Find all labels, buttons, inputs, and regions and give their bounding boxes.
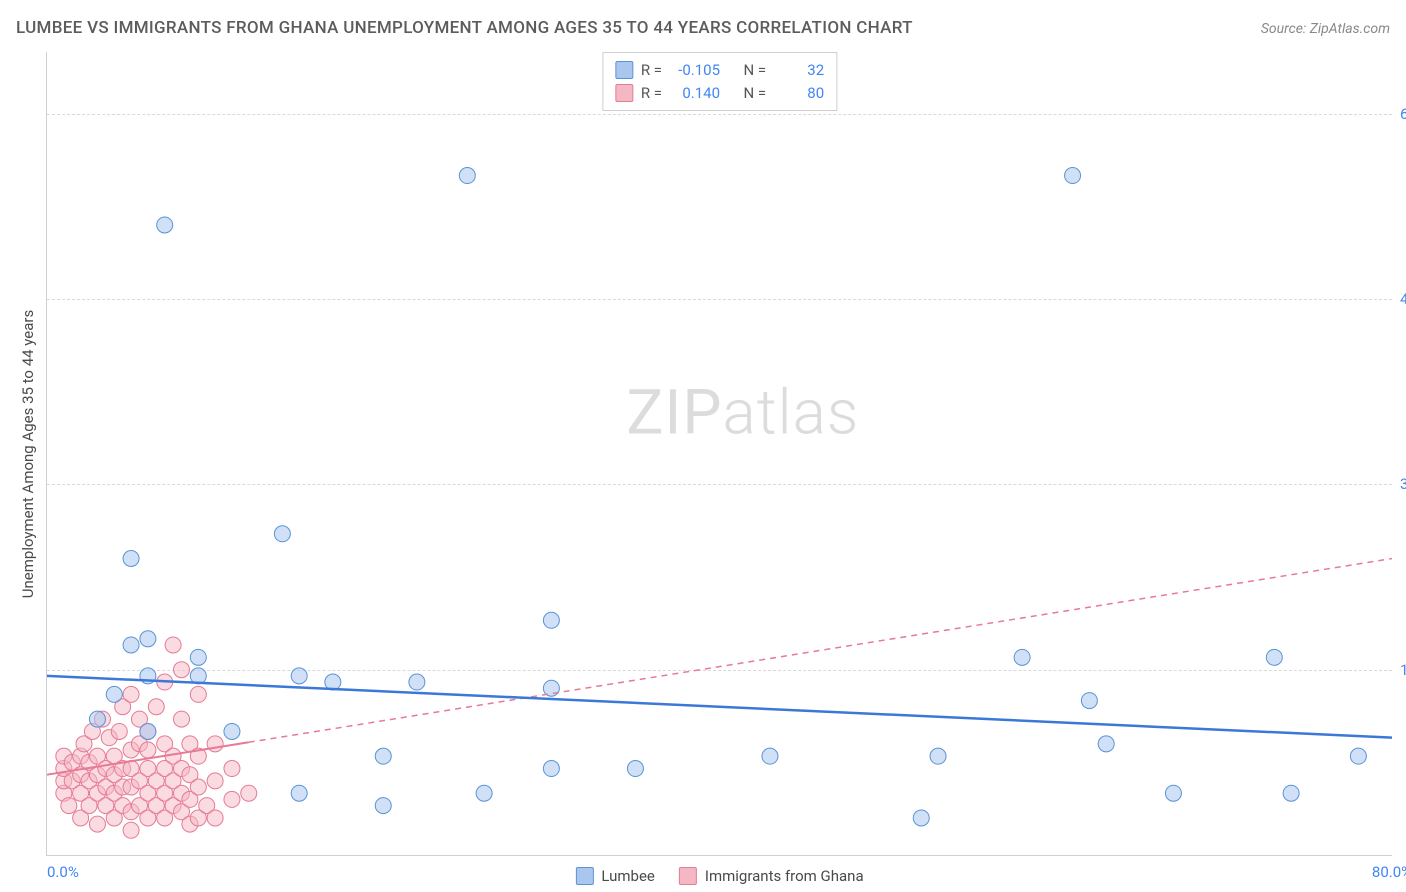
- data-point: [174, 662, 190, 678]
- n-value-ghana: 80: [774, 82, 824, 105]
- data-point: [148, 699, 164, 715]
- data-point: [123, 551, 139, 567]
- scatter-svg: [47, 52, 1392, 855]
- data-point: [930, 748, 946, 764]
- n-label: N =: [744, 59, 767, 82]
- r-label-2: R =: [641, 82, 662, 105]
- plot-area: ZIPatlas 15.0%30.0%45.0%60.0% 0.0% 80.0%…: [46, 52, 1392, 856]
- data-point: [913, 810, 929, 826]
- data-point: [123, 686, 139, 702]
- y-tick-label: 30.0%: [1400, 475, 1406, 493]
- data-point: [375, 748, 391, 764]
- data-point: [375, 798, 391, 814]
- data-point: [106, 686, 122, 702]
- data-point: [1014, 649, 1030, 665]
- data-point: [111, 723, 127, 739]
- data-point: [190, 649, 206, 665]
- stats-legend: R = -0.105 N = 32 R = 0.140 N = 80: [602, 52, 837, 111]
- y-tick-label: 15.0%: [1400, 661, 1406, 679]
- data-point: [762, 748, 778, 764]
- data-point: [459, 168, 475, 184]
- data-point: [89, 711, 105, 727]
- data-point: [190, 779, 206, 795]
- data-point: [165, 637, 181, 653]
- chart-title: LUMBEE VS IMMIGRANTS FROM GHANA UNEMPLOY…: [16, 18, 913, 38]
- data-point: [1350, 748, 1366, 764]
- x-tick-origin: 0.0%: [47, 863, 79, 881]
- y-axis-label: Unemployment Among Ages 35 to 44 years: [19, 310, 37, 598]
- r-value-ghana: 0.140: [670, 82, 720, 105]
- data-point: [1065, 168, 1081, 184]
- series-legend: Lumbee Immigrants from Ghana: [575, 867, 863, 885]
- swatch-ghana-2: [679, 867, 697, 885]
- legend-label-lumbee: Lumbee: [601, 867, 655, 885]
- data-point: [291, 668, 307, 684]
- legend-item-ghana: Immigrants from Ghana: [679, 867, 864, 885]
- data-point: [409, 674, 425, 690]
- data-point: [207, 773, 223, 789]
- x-tick-max: 80.0%: [1372, 863, 1406, 881]
- data-point: [140, 631, 156, 647]
- legend-item-lumbee: Lumbee: [575, 867, 655, 885]
- n-value-lumbee: 32: [774, 59, 824, 82]
- data-point: [1165, 785, 1181, 801]
- data-point: [123, 637, 139, 653]
- data-point: [627, 761, 643, 777]
- swatch-lumbee: [615, 61, 633, 79]
- data-point: [207, 810, 223, 826]
- swatch-lumbee-2: [575, 867, 593, 885]
- data-point: [140, 723, 156, 739]
- data-point: [61, 798, 77, 814]
- data-point: [123, 822, 139, 838]
- stats-row-ghana: R = 0.140 N = 80: [615, 82, 824, 105]
- legend-label-ghana: Immigrants from Ghana: [705, 867, 864, 885]
- data-point: [1283, 785, 1299, 801]
- source-attribution: Source: ZipAtlas.com: [1261, 21, 1390, 37]
- y-tick-label: 60.0%: [1400, 105, 1406, 123]
- data-point: [1266, 649, 1282, 665]
- data-point: [157, 217, 173, 233]
- data-point: [140, 742, 156, 758]
- trend-line: [47, 676, 1392, 738]
- data-point: [224, 791, 240, 807]
- data-point: [89, 816, 105, 832]
- data-point: [543, 612, 559, 628]
- data-point: [224, 723, 240, 739]
- data-point: [241, 785, 257, 801]
- data-point: [1081, 693, 1097, 709]
- data-point: [543, 761, 559, 777]
- data-point: [224, 761, 240, 777]
- trend-line-extrapolated: [249, 559, 1392, 743]
- data-point: [174, 711, 190, 727]
- chart-container: Unemployment Among Ages 35 to 44 years Z…: [46, 52, 1392, 856]
- swatch-ghana: [615, 84, 633, 102]
- data-point: [274, 526, 290, 542]
- y-tick-label: 45.0%: [1400, 290, 1406, 308]
- r-label: R =: [641, 59, 662, 82]
- r-value-lumbee: -0.105: [670, 59, 720, 82]
- n-label-2: N =: [744, 82, 767, 105]
- data-point: [291, 785, 307, 801]
- data-point: [190, 686, 206, 702]
- stats-row-lumbee: R = -0.105 N = 32: [615, 59, 824, 82]
- data-point: [476, 785, 492, 801]
- data-point: [1098, 736, 1114, 752]
